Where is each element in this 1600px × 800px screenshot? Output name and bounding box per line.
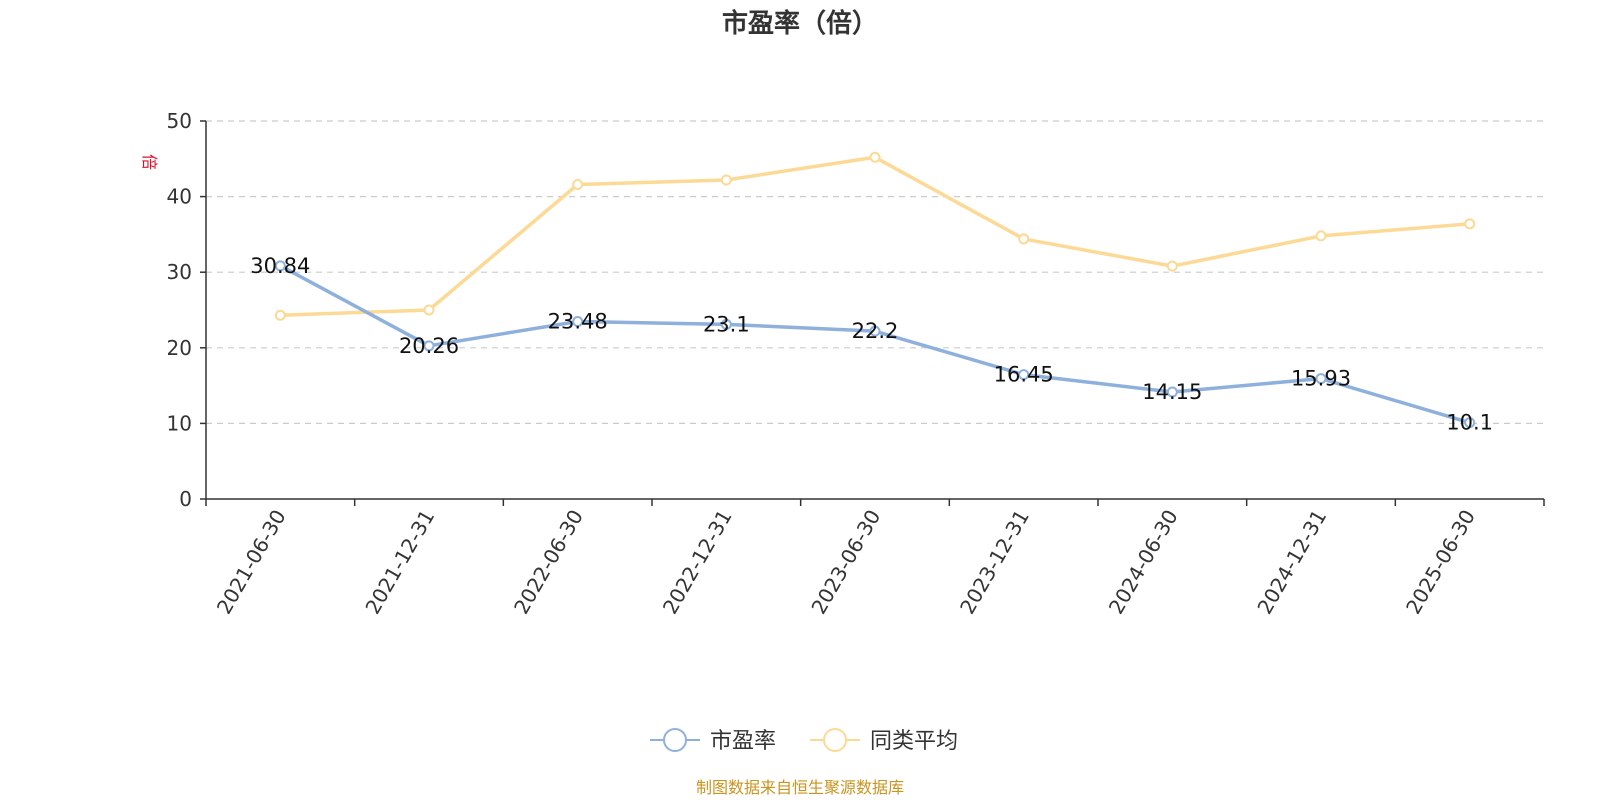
legend-item-市盈率: 市盈率	[650, 728, 776, 754]
y-tick-label-20: 20	[167, 336, 192, 360]
x-tick-label-2021-12-31: 2021-12-31	[360, 506, 439, 619]
point-同类平均-2023-12-31	[1018, 233, 1030, 245]
x-tick-label-2023-12-31: 2023-12-31	[955, 506, 1034, 619]
data-label-2024-06-30: 14.15	[1142, 380, 1202, 404]
series-同类平均	[274, 151, 1476, 321]
point-市盈率-2022-12-31	[720, 318, 732, 330]
x-tick-label-2025-06-30: 2025-06-30	[1401, 506, 1480, 619]
legend-label-同类平均: 同类平均	[870, 729, 958, 754]
y-tick-label-40: 40	[167, 185, 192, 209]
point-同类平均-2025-06-30	[1464, 218, 1476, 230]
y-tick-label-50: 50	[167, 109, 192, 133]
legend-marker-市盈率	[663, 728, 687, 752]
y-tick-label-0: 0	[179, 487, 192, 511]
legend-label-市盈率: 市盈率	[710, 729, 776, 754]
point-同类平均-2023-06-30	[869, 151, 881, 163]
y-tick-label-30: 30	[167, 260, 192, 284]
point-同类平均-2021-12-31	[423, 304, 435, 316]
point-市盈率-2022-06-30	[572, 315, 584, 327]
x-tick-labels: 2021-06-30 2021-12-31 2022-06-30 2022-12-31…	[212, 506, 1480, 619]
x-tick-label-2022-12-31: 2022-12-31	[658, 506, 737, 619]
point-同类平均-2022-06-30	[572, 179, 584, 191]
x-tick-label-2022-06-30: 2022-06-30	[509, 506, 588, 619]
point-同类平均-2021-06-30	[274, 309, 286, 321]
data-labels: 30.84 20.26 23.48 23.1 22.2 16.45 14.15 15.93 10…	[250, 254, 1493, 435]
point-市盈率-2021-12-31	[423, 340, 435, 352]
point-市盈率-2025-06-30	[1464, 417, 1476, 429]
data-label-2022-06-30: 23.48	[548, 309, 608, 333]
point-市盈率-2023-12-31	[1018, 369, 1030, 381]
x-tick-label-2024-12-31: 2024-12-31	[1252, 506, 1331, 619]
series-市盈率	[274, 260, 1476, 429]
y-tick-labels: 0 10 20 30 40 50	[167, 109, 192, 511]
point-同类平均-2024-12-31	[1315, 230, 1327, 242]
point-市盈率-2023-06-30	[869, 325, 881, 337]
data-label-2021-06-30: 30.84	[250, 254, 310, 278]
legend-item-同类平均: 同类平均	[810, 728, 958, 754]
data-label-2025-06-30: 10.1	[1446, 411, 1493, 435]
series	[274, 151, 1476, 429]
y-axis-unit-label: 倍	[140, 154, 159, 170]
axes	[200, 120, 1545, 506]
data-label-2023-06-30: 22.2	[852, 319, 899, 343]
chart-title: 市盈率（倍）	[722, 8, 878, 39]
data-label-2022-12-31: 23.1	[703, 312, 750, 336]
data-label-2021-12-31: 20.26	[399, 334, 459, 358]
y-tick-label-10: 10	[167, 411, 192, 435]
point-市盈率-2024-06-30	[1166, 386, 1178, 398]
x-tick-label-2021-06-30: 2021-06-30	[212, 506, 291, 619]
legend-marker-同类平均	[823, 728, 847, 752]
x-tick-label-2023-06-30: 2023-06-30	[806, 506, 885, 619]
data-label-2023-12-31: 16.45	[994, 363, 1054, 387]
x-tick-label-2024-06-30: 2024-06-30	[1104, 506, 1183, 619]
point-同类平均-2022-12-31	[720, 174, 732, 186]
data-label-2024-12-31: 15.93	[1291, 367, 1351, 391]
legend: 市盈率 同类平均	[650, 728, 958, 754]
series-line-同类平均	[280, 155, 1470, 318]
point-市盈率-2024-12-31	[1315, 373, 1327, 385]
point-市盈率-2021-06-30	[274, 260, 286, 272]
source-note: 制图数据来自恒生聚源数据库	[696, 778, 904, 797]
point-同类平均-2024-06-30	[1166, 260, 1178, 272]
